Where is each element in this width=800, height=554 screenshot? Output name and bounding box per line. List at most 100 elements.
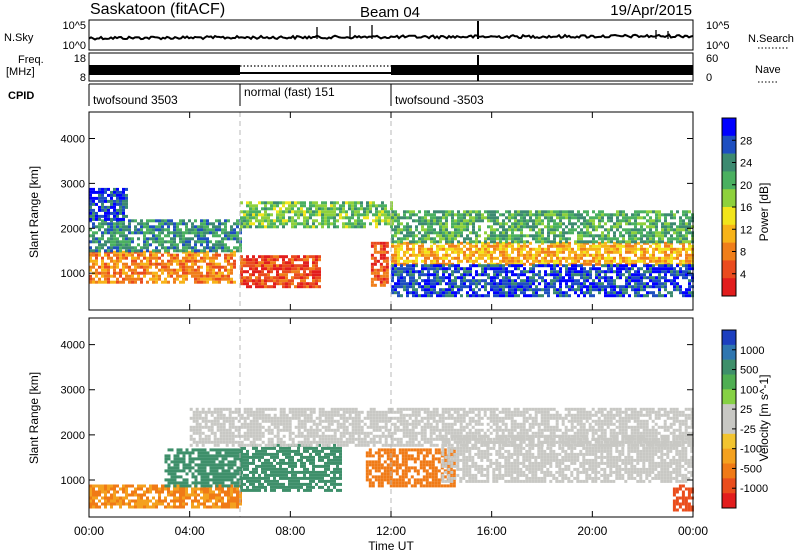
heatmap-cell	[119, 234, 122, 238]
heatmap-cell	[197, 457, 201, 461]
heatmap-cell	[556, 273, 559, 277]
heatmap-cell	[667, 231, 670, 235]
heatmap-cell	[436, 219, 439, 223]
heatmap-cell	[670, 244, 673, 248]
heatmap-cell	[185, 502, 188, 506]
heatmap-cell	[92, 234, 95, 238]
heatmap-cell	[125, 193, 128, 197]
heatmap-cell	[119, 256, 122, 260]
heatmap-cell	[119, 190, 122, 194]
heatmap-cell	[559, 231, 562, 235]
heatmap-cell	[559, 244, 562, 248]
heatmap-cell	[176, 262, 179, 266]
heatmap-cell	[285, 446, 288, 450]
heatmap-cell	[526, 213, 529, 217]
heatmap-cell	[391, 244, 394, 248]
heatmap-cell	[664, 282, 667, 286]
heatmap-cell	[574, 250, 577, 254]
heatmap-cell	[583, 210, 586, 214]
heatmap-cell	[140, 231, 143, 235]
heatmap-cell	[173, 490, 176, 494]
heatmap-cell	[240, 219, 243, 223]
heatmap-cell	[472, 288, 475, 292]
heatmap-cell	[267, 273, 270, 277]
heatmap-cell	[454, 279, 457, 283]
heatmap-cell	[294, 201, 297, 205]
heatmap-cell	[158, 277, 161, 281]
heatmap-cell	[637, 228, 640, 232]
heatmap-cell	[532, 279, 535, 283]
heatmap-cell	[131, 274, 134, 278]
heatmap-cell	[203, 487, 206, 491]
heatmap-cell	[400, 267, 403, 271]
heatmap-cell	[565, 259, 568, 263]
heatmap-cell	[580, 216, 583, 220]
heatmap-cell	[107, 256, 110, 260]
heatmap-cell	[252, 267, 255, 271]
heatmap-cell	[224, 268, 227, 272]
heatmap-cell	[451, 256, 454, 260]
heatmap-cell	[161, 490, 164, 494]
heatmap-cell	[189, 443, 193, 447]
heatmap-cell	[502, 285, 505, 289]
heatmap-cell	[104, 249, 107, 253]
heatmap-cell	[285, 452, 288, 456]
heatmap-cell	[152, 249, 155, 253]
heatmap-cell	[634, 259, 637, 263]
heatmap-cell	[400, 294, 403, 298]
heatmap-cell	[191, 493, 194, 497]
heatmap-cell	[236, 496, 239, 500]
heatmap-cell	[309, 479, 312, 483]
heatmap-cell	[246, 222, 249, 226]
heatmap-cell	[182, 262, 185, 266]
heatmap-cell	[306, 261, 309, 265]
heatmap-cell	[643, 234, 646, 238]
heatmap-cell	[433, 210, 436, 214]
heatmap-cell	[215, 454, 219, 458]
heatmap-cell	[294, 270, 297, 274]
heatmap-cell	[188, 463, 192, 467]
heatmap-cell	[553, 250, 556, 254]
heatmap-cell	[445, 253, 448, 257]
heatmap-cell	[318, 204, 321, 208]
heatmap-cell	[224, 502, 227, 506]
heatmap-cell	[101, 271, 104, 275]
heatmap-cell	[333, 216, 336, 220]
heatmap-cell	[466, 234, 469, 238]
heatmap-cell	[673, 216, 676, 220]
heatmap-cell	[216, 419, 220, 423]
heatmap-cell	[137, 487, 140, 491]
heatmap-cell	[176, 243, 179, 247]
heatmap-cell	[312, 213, 315, 217]
heatmap-cell	[131, 219, 134, 223]
heatmap-cell	[170, 472, 174, 476]
heatmap-cell	[559, 216, 562, 220]
heatmap-cell	[89, 256, 92, 260]
heatmap-cell	[424, 216, 427, 220]
heatmap-cell	[300, 267, 303, 271]
heatmap-cell	[249, 482, 252, 486]
heatmap-cell	[188, 243, 191, 247]
heatmap-cell	[170, 274, 173, 278]
heatmap-cell	[227, 460, 231, 464]
heatmap-cell	[391, 216, 394, 220]
heatmap-cell	[204, 410, 208, 414]
heatmap-cell	[110, 217, 113, 221]
heatmap-cell	[221, 484, 225, 488]
heatmap-cell	[110, 211, 113, 215]
heatmap-cell	[182, 249, 185, 253]
heatmap-cell	[233, 502, 236, 506]
heatmap-cell	[586, 222, 589, 226]
heatmap-cell	[424, 291, 427, 295]
heatmap-cell	[505, 262, 508, 266]
heatmap-cell	[297, 258, 300, 262]
cpid-mode-1: twofsound 3503	[93, 93, 178, 107]
heatmap-cell	[224, 274, 227, 278]
heatmap-cell	[514, 234, 517, 238]
heatmap-cell	[688, 273, 691, 277]
heatmap-cell	[505, 228, 508, 232]
heatmap-cell	[192, 437, 196, 441]
power-colorbar-label: Power [dB]	[757, 183, 771, 242]
heatmap-cell	[433, 256, 436, 260]
heatmap-cell	[685, 228, 688, 232]
